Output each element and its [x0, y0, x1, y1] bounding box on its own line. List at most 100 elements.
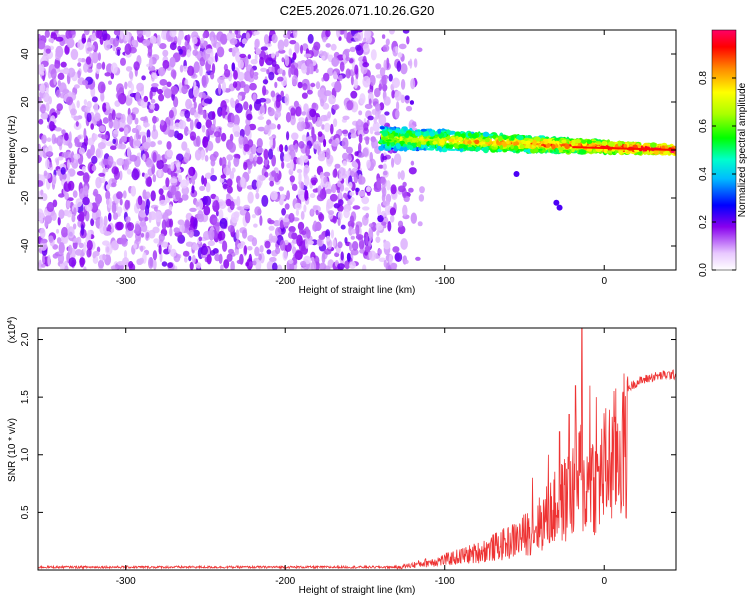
- spectrogram-noise-blob: [304, 174, 310, 187]
- spectrogram-noise-blob: [223, 259, 230, 269]
- spectrogram-noise-blob: [296, 234, 303, 247]
- spectrogram-noise-blob: [162, 49, 169, 57]
- spectrogram-signal-blob: [404, 132, 410, 138]
- spectrogram-noise-blob: [263, 148, 269, 160]
- spectrogram-noise-blob: [271, 154, 276, 167]
- spectrogram-noise-blob: [106, 141, 114, 147]
- spectrogram-noise-blob: [186, 49, 191, 58]
- spectrogram-noise-blob: [256, 156, 263, 165]
- spectrogram-noise-blob: [60, 167, 66, 175]
- spectrogram-noise-blob: [363, 122, 369, 131]
- snr-x-label: Height of straight line (km): [299, 585, 416, 596]
- spectrogram-noise-blob: [153, 103, 160, 112]
- spectrogram-noise-blob: [280, 90, 285, 99]
- spectrogram-signal-blob: [437, 128, 442, 135]
- spectrogram-noise-blob: [402, 30, 410, 34]
- spectrogram-noise-blob: [46, 201, 55, 213]
- spectrogram-noise-blob: [239, 209, 248, 216]
- spectrogram-noise-blob: [102, 102, 107, 113]
- spectrogram-noise-blob: [124, 81, 128, 90]
- spectrogram-noise-blob: [274, 110, 282, 118]
- spectrogram-noise-blob: [218, 209, 224, 221]
- figure-title: C2E5.2026.071.10.26.G20: [280, 3, 435, 18]
- spectrogram-noise-blob: [121, 257, 130, 268]
- spectrogram-signal-blob: [510, 145, 514, 149]
- spectrogram-noise-blob: [179, 111, 186, 117]
- spectrogram-noise-blob: [346, 100, 354, 111]
- spectrogram-noise-blob: [268, 123, 277, 130]
- spectrogram-noise-blob: [263, 34, 270, 45]
- spectrogram-noise-blob: [166, 149, 173, 158]
- spectrogram-signal-blob: [399, 140, 405, 145]
- spectrogram-noise-blob: [50, 115, 56, 122]
- spectrogram-signal-blob: [596, 142, 603, 145]
- spectrogram-noise-blob: [77, 135, 82, 140]
- spectrogram-noise-blob: [193, 218, 198, 230]
- spectrogram-noise-blob: [390, 262, 398, 270]
- spectrogram-noise-blob: [98, 142, 106, 150]
- spectrogram-noise-blob: [346, 146, 353, 154]
- spectrogram-noise-blob: [254, 38, 259, 49]
- spectrogram-noise-blob: [358, 238, 365, 250]
- spectrogram-noise-blob: [145, 204, 150, 216]
- spectrogram-noise-blob: [404, 259, 409, 264]
- spectrogram-noise-blob: [338, 173, 343, 181]
- spectrogram-noise-blob: [352, 205, 361, 210]
- spectrogram-noise-blob: [151, 128, 159, 140]
- spectrogram-noise-blob: [110, 145, 117, 150]
- spectrogram-noise-blob: [284, 203, 290, 210]
- spectrogram-noise-blob: [148, 57, 153, 68]
- spectrogram-noise-blob: [246, 113, 253, 121]
- spectrogram-signal-blob: [385, 139, 392, 142]
- spectrogram-noise-blob: [236, 259, 243, 264]
- spectrogram-noise-blob: [202, 40, 208, 48]
- spectrogram-noise-blob: [405, 105, 413, 112]
- spectrogram-noise-blob: [58, 209, 65, 220]
- spectrogram-noise-blob: [379, 67, 386, 77]
- spectrogram-noise-blob: [72, 190, 78, 198]
- spectrogram-noise-blob: [349, 46, 356, 53]
- spectrogram-noise-blob: [78, 242, 84, 249]
- spectrogram-noise-blob: [309, 108, 317, 118]
- spectrogram-noise-blob: [66, 96, 73, 106]
- spectrogram-noise-blob: [125, 216, 131, 223]
- spectrogram-noise-blob: [228, 142, 236, 153]
- spectrogram-feature-blob: [556, 204, 563, 211]
- snr-x-tick-label: -200: [275, 576, 295, 587]
- spectrogram-noise-blob: [311, 179, 317, 186]
- spectrogram-noise-blob: [275, 247, 281, 255]
- spectrogram-noise-blob: [264, 240, 271, 249]
- spectrogram-noise-blob: [232, 81, 238, 88]
- spectrogram-noise-blob: [417, 221, 423, 227]
- spectrogram-noise-blob: [209, 214, 218, 226]
- spectrogram-signal-blob: [623, 144, 628, 149]
- spectrogram-noise-blob: [350, 133, 357, 139]
- spectrogram-noise-blob: [100, 90, 105, 102]
- spectrogram-noise-blob: [343, 192, 348, 199]
- spectrogram-noise-blob: [152, 250, 158, 261]
- spectrogram-noise-blob: [362, 206, 370, 211]
- spectrogram-noise-blob: [382, 163, 387, 170]
- spectrogram-noise-blob: [369, 126, 374, 135]
- spectrogram-noise-blob: [142, 153, 146, 162]
- spectrogram-noise-blob: [206, 140, 214, 152]
- spectrogram-noise-blob: [324, 122, 331, 133]
- spectrogram-noise-blob: [285, 112, 292, 123]
- spectrogram-noise-blob: [203, 205, 211, 216]
- spectrogram-noise-blob: [331, 56, 340, 67]
- spectrogram-noise-blob: [91, 155, 98, 164]
- spectrogram-noise-blob: [142, 122, 150, 128]
- spectrogram-noise-blob: [313, 41, 321, 51]
- spectrogram-noise-blob: [400, 79, 406, 90]
- spectrogram-noise-blob: [101, 61, 106, 70]
- spectrogram-noise-blob: [57, 168, 61, 176]
- colorbar: 0.0 0.2 0.4 0.6 0.8 Normalized spectral ampl…: [698, 29, 748, 277]
- spectrogram-noise-blob: [112, 129, 119, 138]
- snr-x-tick-label: -100: [435, 576, 455, 587]
- spectrogram-noise-blob: [108, 212, 112, 222]
- spectrogram-noise-blob: [96, 246, 101, 253]
- spectrogram-signal-blob: [492, 134, 497, 139]
- spectrogram-noise-blob: [38, 118, 44, 125]
- spectrogram-noise-blob: [39, 83, 46, 94]
- spectrogram-noise-blob: [368, 223, 374, 228]
